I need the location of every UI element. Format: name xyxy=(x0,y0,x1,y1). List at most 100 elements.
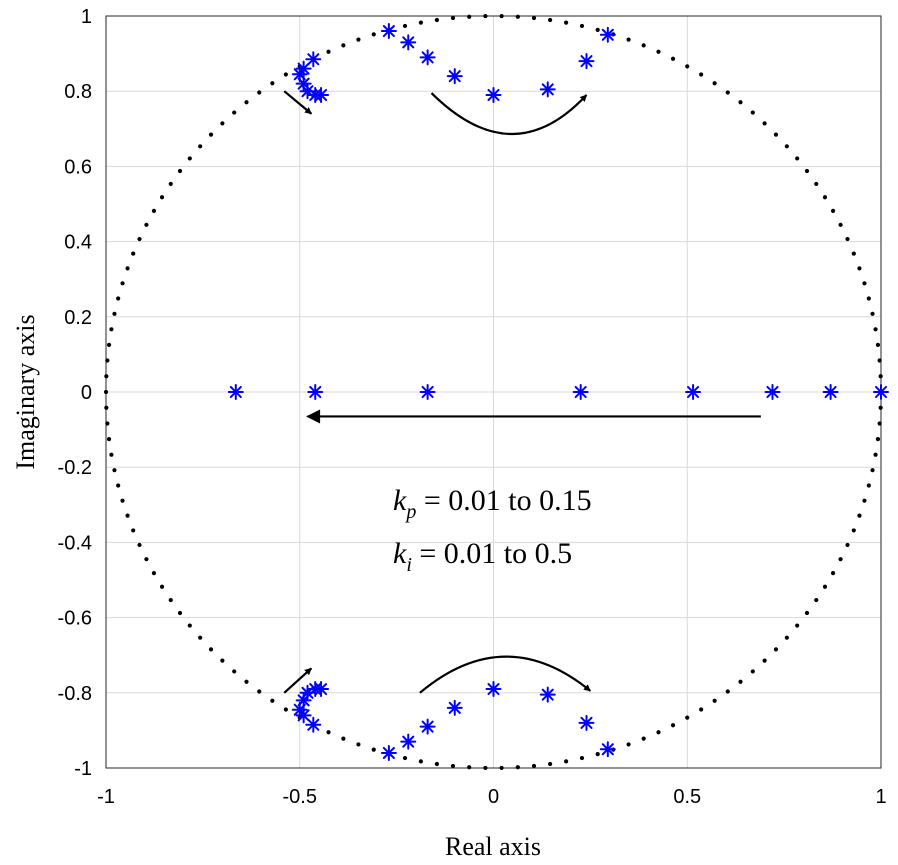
y-tick-label: 0 xyxy=(81,382,92,404)
unit-circle-dot xyxy=(878,374,883,379)
unit-circle-dot xyxy=(483,765,488,771)
unit-circle-dot xyxy=(814,597,819,603)
unit-circle-dot xyxy=(131,251,136,256)
pole-marker xyxy=(400,34,417,51)
unit-circle-dot xyxy=(120,498,125,503)
pole-marker xyxy=(578,714,595,731)
unit-circle-dot xyxy=(750,110,755,115)
unit-circle-dot xyxy=(341,43,346,48)
unit-circle-dot xyxy=(685,715,690,720)
unit-circle-dot xyxy=(515,14,520,19)
unit-circle-dot xyxy=(857,266,862,271)
unit-circle-dot xyxy=(159,584,165,589)
unit-circle-dot xyxy=(851,251,856,256)
unit-circle-dot xyxy=(105,421,110,426)
x-tick-labels: -1 -0.5 0 0.5 1 xyxy=(97,786,886,808)
unit-circle-dot xyxy=(670,56,676,61)
pole-marker xyxy=(305,716,322,733)
y-tick-label: 1 xyxy=(81,6,92,28)
ki-range: = 0.01 to 0.5 xyxy=(412,537,572,570)
y-tick-label: -1 xyxy=(74,758,92,780)
unit-circle-dot xyxy=(270,81,275,86)
pole-marker xyxy=(539,81,556,98)
pole-marker xyxy=(572,384,589,400)
unit-circle-dot xyxy=(326,730,331,735)
x-tick-label: -0.5 xyxy=(283,786,317,808)
unit-circle-dot xyxy=(112,468,117,473)
unit-circle-dot xyxy=(725,689,730,694)
unit-circle-dot xyxy=(326,49,331,54)
unit-circle-dot xyxy=(795,156,800,161)
pole-markers xyxy=(227,23,889,761)
unit-circle-dot xyxy=(878,405,883,410)
unit-circle-dot xyxy=(548,17,553,23)
unit-circle-dot xyxy=(208,647,214,652)
pole-marker xyxy=(419,384,436,400)
x-tick-label: 1 xyxy=(875,786,886,808)
unit-circle-dot xyxy=(862,498,867,503)
curved-arrow xyxy=(430,92,588,135)
unit-circle xyxy=(103,13,884,771)
unit-circle-dot xyxy=(208,132,214,137)
pole-marker xyxy=(380,23,397,40)
unit-circle-dot xyxy=(531,763,537,769)
unit-circle-dot xyxy=(106,437,112,442)
unit-circle-dot xyxy=(137,236,142,242)
straight-arrow xyxy=(283,667,313,694)
unit-circle-dot xyxy=(104,405,109,410)
unit-circle-dot xyxy=(356,37,361,42)
unit-circle-dot xyxy=(137,542,142,548)
unit-circle-dot xyxy=(402,755,408,761)
unit-circle-dot xyxy=(626,742,631,747)
pole-marker xyxy=(305,51,322,68)
ki-subscript: i xyxy=(406,554,412,576)
kp-range: = 0.01 to 0.15 xyxy=(416,484,591,517)
unit-circle-dot xyxy=(450,15,456,21)
unit-circle-dot xyxy=(103,389,109,395)
unit-circle-dot xyxy=(116,483,121,488)
y-tick-label: -0.2 xyxy=(58,457,92,479)
unit-circle-dot xyxy=(371,32,376,37)
unit-circle-dot xyxy=(773,647,779,652)
unit-circle-dot xyxy=(151,571,157,576)
unit-circle-dot xyxy=(499,765,504,771)
unit-circle-dot xyxy=(483,13,488,19)
unit-circle-dot xyxy=(125,513,130,518)
unit-circle-dot xyxy=(762,658,767,663)
pole-marker xyxy=(307,384,324,400)
curved-arrow xyxy=(419,655,592,694)
unit-circle-dot xyxy=(641,43,646,48)
unit-circle-dot xyxy=(862,281,867,286)
trajectory-arrows xyxy=(283,90,761,694)
pole-marker xyxy=(313,86,330,103)
pole-marker xyxy=(295,707,312,724)
unit-circle-dot xyxy=(434,761,439,767)
pole-marker xyxy=(485,86,502,103)
pole-marker xyxy=(485,681,502,698)
unit-circle-dot xyxy=(244,679,249,684)
unit-circle-dot xyxy=(595,27,600,32)
unit-circle-dot xyxy=(418,759,423,764)
unit-circle-dot xyxy=(564,20,569,25)
pole-marker xyxy=(539,686,556,703)
unit-circle-dot xyxy=(109,452,114,457)
unit-circle-dot xyxy=(670,723,676,728)
unit-circle-dot xyxy=(822,195,828,200)
unit-circle-dot xyxy=(626,37,631,42)
unit-circle-dot xyxy=(187,623,192,628)
unit-circle-dot xyxy=(875,437,881,442)
pole-marker xyxy=(599,741,616,758)
x-tick-label: 0 xyxy=(488,786,499,808)
unit-circle-dot xyxy=(151,208,157,213)
unit-circle-dot xyxy=(866,483,871,488)
unit-circle-dot xyxy=(105,358,110,363)
unit-circle-dot xyxy=(641,736,646,741)
unit-circle-dot xyxy=(220,658,225,663)
unit-circle-dot xyxy=(830,571,836,576)
unit-circle-dot xyxy=(784,635,789,640)
kp-subscript: p xyxy=(404,501,416,523)
unit-circle-dot xyxy=(144,222,149,227)
unit-circle-dot xyxy=(877,421,882,426)
unit-circle-dot xyxy=(270,698,275,703)
unit-circle-dot xyxy=(738,679,743,684)
